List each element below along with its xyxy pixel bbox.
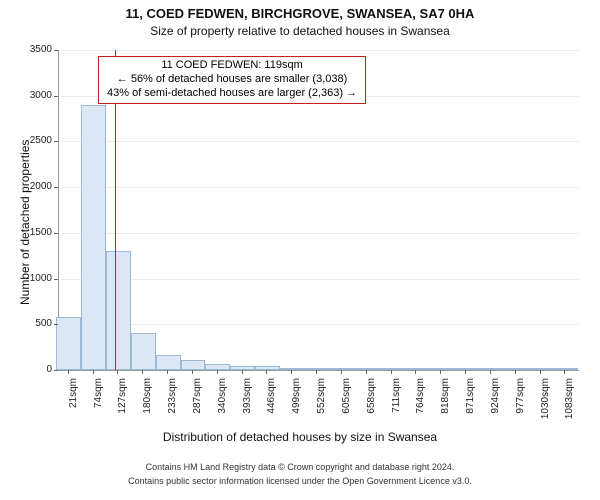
histogram-bar bbox=[255, 366, 280, 370]
x-tick-label: 74sqm bbox=[93, 378, 104, 428]
histogram-bar bbox=[106, 251, 131, 370]
x-axis-label: Distribution of detached houses by size … bbox=[0, 430, 600, 444]
gridline-h bbox=[59, 50, 579, 51]
x-tick bbox=[341, 370, 342, 374]
x-tick bbox=[564, 370, 565, 374]
x-tick-label: 180sqm bbox=[142, 378, 153, 428]
x-tick bbox=[217, 370, 218, 374]
x-tick bbox=[68, 370, 69, 374]
x-tick-label: 233sqm bbox=[167, 378, 178, 428]
x-tick bbox=[117, 370, 118, 374]
histogram-bar bbox=[230, 366, 255, 370]
histogram-bar bbox=[553, 368, 578, 370]
y-tick-label: 500 bbox=[35, 318, 52, 329]
page-title: 11, COED FEDWEN, BIRCHGROVE, SWANSEA, SA… bbox=[0, 6, 600, 21]
histogram-bar bbox=[131, 333, 156, 370]
page-subtitle: Size of property relative to detached ho… bbox=[0, 24, 600, 38]
x-tick bbox=[316, 370, 317, 374]
footer-line-1: Contains HM Land Registry data © Crown c… bbox=[0, 462, 600, 472]
x-tick-label: 1030sqm bbox=[540, 378, 551, 428]
histogram-bar bbox=[205, 364, 230, 370]
y-tick bbox=[54, 141, 58, 142]
x-tick-label: 340sqm bbox=[217, 378, 228, 428]
x-tick bbox=[192, 370, 193, 374]
y-tick bbox=[54, 324, 58, 325]
y-tick bbox=[54, 50, 58, 51]
histogram-bar bbox=[156, 355, 181, 370]
gridline-h bbox=[59, 233, 579, 234]
y-tick-label: 2000 bbox=[30, 181, 52, 192]
x-tick-label: 764sqm bbox=[415, 378, 426, 428]
x-tick-label: 977sqm bbox=[515, 378, 526, 428]
x-tick bbox=[291, 370, 292, 374]
x-tick-label: 21sqm bbox=[68, 378, 79, 428]
x-tick bbox=[93, 370, 94, 374]
x-tick bbox=[366, 370, 367, 374]
x-tick-label: 499sqm bbox=[291, 378, 302, 428]
x-tick-label: 287sqm bbox=[192, 378, 203, 428]
info-line-larger: 43% of semi-detached houses are larger (… bbox=[107, 87, 357, 101]
x-tick bbox=[540, 370, 541, 374]
y-tick-label: 2500 bbox=[30, 135, 52, 146]
gridline-h bbox=[59, 187, 579, 188]
property-info-box: 11 COED FEDWEN: 119sqm ← 56% of detached… bbox=[98, 56, 366, 104]
y-tick bbox=[54, 279, 58, 280]
x-tick-label: 711sqm bbox=[391, 378, 402, 428]
x-tick bbox=[266, 370, 267, 374]
x-tick-label: 818sqm bbox=[440, 378, 451, 428]
x-tick bbox=[490, 370, 491, 374]
y-tick-label: 1500 bbox=[30, 227, 52, 238]
y-tick bbox=[54, 370, 58, 371]
y-tick-label: 0 bbox=[46, 364, 52, 375]
y-tick-label: 3000 bbox=[30, 90, 52, 101]
x-tick-label: 127sqm bbox=[117, 378, 128, 428]
histogram-bar bbox=[81, 105, 106, 370]
x-tick bbox=[440, 370, 441, 374]
x-tick bbox=[515, 370, 516, 374]
chart-container: 11, COED FEDWEN, BIRCHGROVE, SWANSEA, SA… bbox=[0, 0, 600, 500]
x-tick-label: 658sqm bbox=[366, 378, 377, 428]
x-tick-label: 393sqm bbox=[242, 378, 253, 428]
y-tick-label: 3500 bbox=[30, 44, 52, 55]
x-tick bbox=[242, 370, 243, 374]
y-tick bbox=[54, 96, 58, 97]
gridline-h bbox=[59, 324, 579, 325]
footer-line-2: Contains public sector information licen… bbox=[0, 476, 600, 486]
x-tick-label: 552sqm bbox=[316, 378, 327, 428]
x-tick-label: 924sqm bbox=[490, 378, 501, 428]
y-tick bbox=[54, 187, 58, 188]
x-tick-label: 605sqm bbox=[341, 378, 352, 428]
x-tick-label: 1083sqm bbox=[564, 378, 575, 428]
y-tick-label: 1000 bbox=[30, 273, 52, 284]
gridline-h bbox=[59, 141, 579, 142]
y-tick bbox=[54, 233, 58, 234]
x-tick bbox=[391, 370, 392, 374]
info-line-property: 11 COED FEDWEN: 119sqm bbox=[107, 59, 357, 73]
info-line-smaller: ← 56% of detached houses are smaller (3,… bbox=[107, 73, 357, 87]
x-tick bbox=[415, 370, 416, 374]
gridline-h bbox=[59, 279, 579, 280]
x-tick bbox=[465, 370, 466, 374]
x-tick-label: 446sqm bbox=[266, 378, 277, 428]
histogram-bar bbox=[56, 317, 81, 370]
x-tick-label: 871sqm bbox=[465, 378, 476, 428]
histogram-bar bbox=[181, 360, 206, 370]
x-tick bbox=[142, 370, 143, 374]
x-tick bbox=[167, 370, 168, 374]
